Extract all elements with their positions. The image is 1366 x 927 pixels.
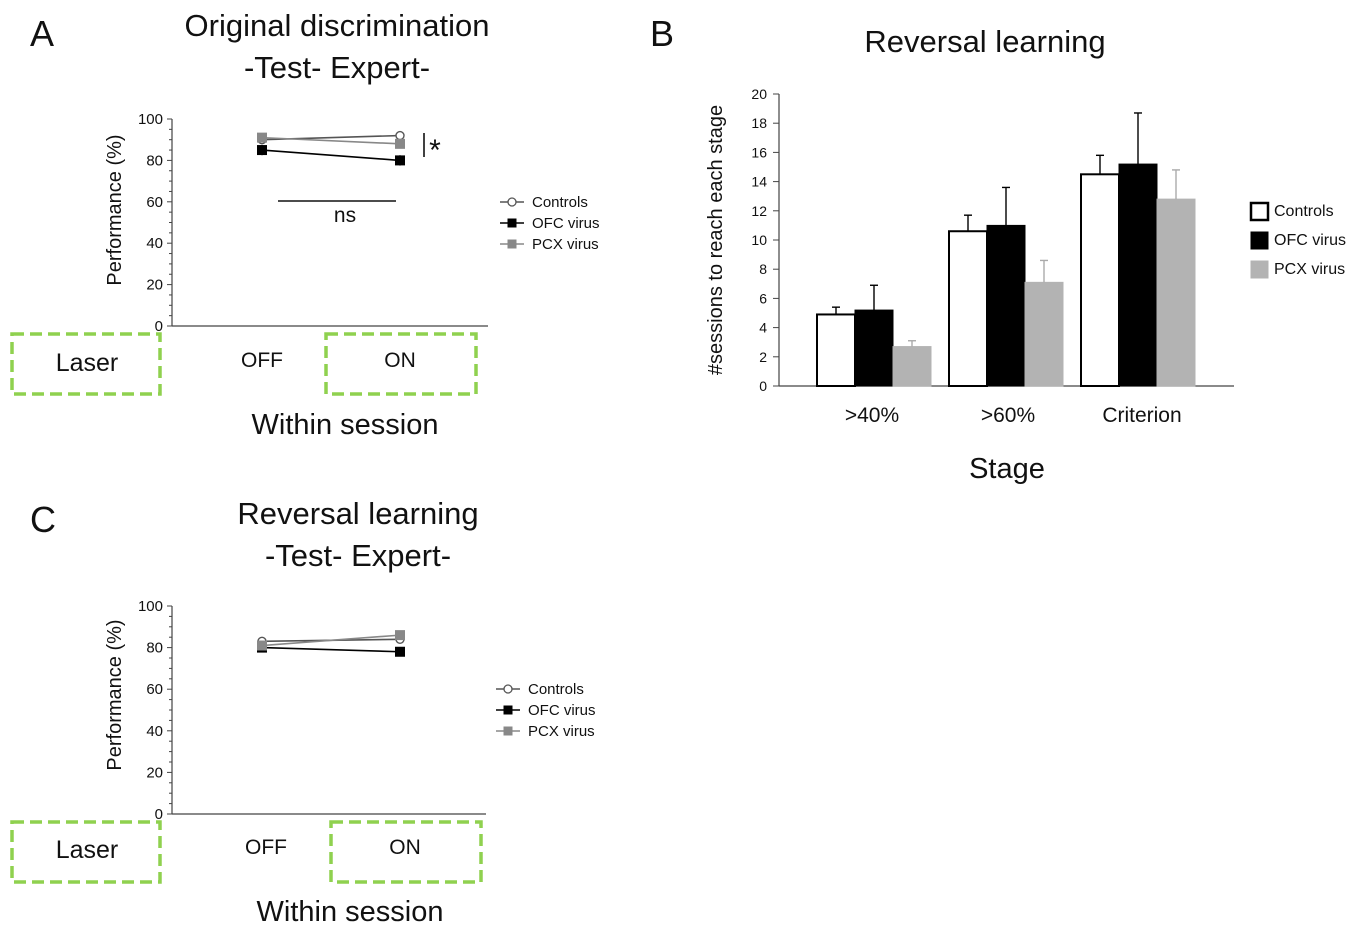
panel-b-y-tick-label: 18 — [751, 115, 767, 131]
panel-a-y-tick-label: 100 — [138, 111, 163, 128]
panel-a-series-line-2 — [261, 136, 401, 145]
panel-a-y-tick-label: 40 — [146, 235, 163, 252]
panel-b-legend-swatch — [1250, 260, 1269, 279]
panel-b-y-axis-label: #sessions to reach each stage — [705, 105, 727, 375]
panel-b-legend-swatch — [1250, 231, 1269, 250]
panel-b-bar — [892, 346, 932, 387]
panel-c-legend-marker — [503, 705, 513, 715]
panel-c-legend-marker — [503, 684, 513, 694]
panel-a-category-on: ON — [384, 349, 416, 372]
panel-c-x-axis-label: Within session — [257, 896, 444, 927]
panel-a-y-tick-label: 0 — [155, 318, 163, 335]
panel-c-series-line-1 — [261, 646, 401, 653]
panel-b-y-tick-label: 0 — [759, 378, 767, 394]
panel-a-category-off: OFF — [241, 349, 283, 372]
panel-b-title: Reversal learning — [864, 24, 1105, 59]
panel-c-title-line-2: -Test- Expert- — [265, 538, 451, 573]
panel-c-y-tick-label: 60 — [146, 681, 163, 698]
panel-b-y-tick-label: 8 — [759, 261, 767, 277]
panel-a-ns-annotation: ns — [334, 204, 356, 227]
panel-label-c: C — [30, 499, 56, 540]
panel-a-legend-marker — [507, 218, 517, 228]
panel-b-legend-label: OFC virus — [1274, 232, 1346, 249]
panel-b-bar — [854, 309, 894, 387]
panel-a-point-marker — [257, 145, 267, 156]
panel-c-y-tick-label: 100 — [138, 598, 163, 615]
panel-c-laser-label: Laser — [56, 836, 119, 864]
panel-a-laser-label: Laser — [56, 349, 119, 377]
panel-b-category-label: >60% — [981, 404, 1035, 427]
panel-label-a: A — [30, 13, 54, 54]
panel-a-legend-label: PCX virus — [532, 236, 599, 253]
panel-b-y-tick-label: 12 — [751, 203, 767, 219]
panel-a-series-line-1 — [261, 149, 401, 162]
panel-a-laser-box — [10, 332, 162, 396]
panel-b-y-tick-label: 2 — [759, 349, 767, 365]
panel-b-y-tick-label: 6 — [759, 290, 767, 306]
panel-c-legend-label: PCX virus — [528, 723, 595, 740]
panel-c-series-line-2 — [261, 634, 401, 647]
panel-a-y-tick-label: 60 — [146, 194, 163, 211]
panel-c-category-on: ON — [389, 836, 421, 859]
panel-c-point-marker — [257, 640, 267, 651]
panel-a-y-tick-label: 20 — [146, 277, 163, 294]
panel-c-point-marker — [395, 646, 405, 657]
panel-c-point-marker — [395, 630, 405, 641]
panel-a-legend-marker — [507, 239, 517, 249]
panel-b-legend-swatch — [1249, 201, 1270, 222]
panel-c-category-off: OFF — [245, 836, 287, 859]
panel-c-line-chart: Reversal learning -Test- Expert- Perform… — [10, 496, 596, 927]
panel-a-y-axis-label: Performance (%) — [104, 134, 126, 285]
panel-b-legend-label: PCX virus — [1274, 261, 1345, 278]
panel-c-y-tick-label: 0 — [155, 806, 163, 823]
panel-c-y-axis-label: Performance (%) — [104, 619, 126, 770]
panel-c-legend-label: OFC virus — [528, 702, 596, 719]
panel-c-laser-on-box — [329, 820, 483, 884]
panel-b-bar — [1024, 281, 1064, 387]
panel-b-y-tick-label: 10 — [751, 232, 767, 248]
panel-a-x-axis-label: Within session — [252, 409, 439, 441]
panel-a-point-marker — [395, 130, 405, 141]
panel-a-legend-label: Controls — [532, 194, 588, 211]
panel-b-legend-label: Controls — [1274, 203, 1334, 220]
panel-b-y-tick-label: 20 — [751, 86, 767, 102]
panel-c-legend-marker — [503, 726, 513, 736]
panel-a-laser-on-box — [324, 332, 478, 396]
panel-a-title-line-2: -Test- Expert- — [244, 50, 430, 85]
panel-c-legend-label: Controls — [528, 681, 584, 698]
panel-a-point-marker — [395, 138, 405, 149]
panel-a-y-tick-label: 80 — [146, 152, 163, 169]
panel-b-y-tick-label: 14 — [751, 174, 767, 190]
panel-c-y-tick-label: 40 — [146, 723, 163, 740]
panel-b-y-tick-label: 16 — [751, 144, 767, 160]
panel-c-laser-box — [10, 820, 162, 884]
panel-b-bar-chart: Reversal learning #sessions to reach eac… — [705, 24, 1346, 485]
panel-a-point-marker — [395, 155, 405, 166]
panel-a-line-chart: Original discrimination -Test- Expert- P… — [10, 8, 600, 441]
panel-b-bar — [1080, 173, 1120, 387]
panel-b-x-axis-label: Stage — [969, 453, 1045, 485]
panel-b-category-label: Criterion — [1102, 404, 1181, 427]
panel-b-y-tick-label: 4 — [759, 320, 767, 336]
panel-b-bar — [986, 224, 1026, 387]
panel-a-title-line-1: Original discrimination — [185, 8, 490, 43]
panel-label-b: B — [650, 13, 674, 54]
panel-b-bar — [1156, 198, 1196, 387]
panel-a-significance-star: * — [429, 134, 441, 167]
panel-b-category-label: >40% — [845, 404, 899, 427]
panel-a-point-marker — [257, 132, 267, 143]
panel-b-bar — [816, 313, 856, 387]
panel-a-legend-label: OFC virus — [532, 215, 600, 232]
panel-b-bar — [948, 230, 988, 387]
panel-c-title-line-1: Reversal learning — [237, 496, 478, 531]
panel-c-y-tick-label: 20 — [146, 764, 163, 781]
panel-a-legend-marker — [507, 197, 517, 207]
panel-b-bar — [1118, 163, 1158, 387]
panel-c-y-tick-label: 80 — [146, 640, 163, 657]
